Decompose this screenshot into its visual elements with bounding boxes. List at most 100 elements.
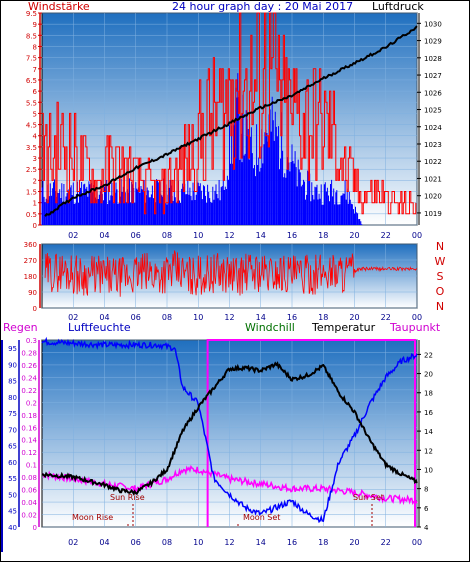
pressure-axis-title: Luftdruck: [372, 0, 424, 13]
humidity-tick-label: 65: [8, 443, 17, 451]
time-tick-label: 10: [193, 313, 203, 322]
temperature-legend: Temperatur: [311, 321, 376, 334]
time-tick-label: 10: [193, 231, 203, 240]
rain-tick-label: 0.26: [21, 362, 37, 370]
time-tick-label: 08: [162, 231, 172, 240]
pressure-tick-label: 1028: [424, 55, 442, 63]
temperature-humidity-grid: [42, 339, 418, 528]
humidity-tick-label: 70: [8, 426, 17, 434]
pressure-tick-label: 1020: [424, 193, 442, 201]
rain-tick-label: 0.1: [26, 462, 37, 470]
pressure-tick-label: 1023: [424, 141, 442, 149]
humidity-series: [41, 336, 418, 524]
humidity-axis: 40 45 50 55 60 65 70 75 80 85 90 95: [8, 340, 20, 532]
wind-tick-label: 7.5: [26, 55, 37, 63]
time-tick-label: 18: [318, 231, 328, 240]
time-tick-label: 14: [256, 313, 266, 322]
time-tick-label: 18: [318, 538, 328, 547]
wind-tick-label: 5.5: [26, 99, 37, 107]
humidity-axis-title: Luftfeuchte: [68, 321, 131, 334]
wind-tick-label: 5: [33, 110, 37, 118]
time-tick-label: 18: [318, 313, 328, 322]
temperature-series: [41, 361, 418, 496]
time-tick-label: 20: [349, 313, 359, 322]
pressure-tick-label: 1025: [424, 107, 442, 115]
humidity-tick-label: 40: [8, 524, 17, 532]
humidity-tick-label: 45: [8, 508, 17, 516]
temperature-tick-label: 4: [424, 524, 429, 532]
rain-tick-label: 0.22: [21, 387, 37, 395]
direction-tick-label: 180: [24, 273, 37, 281]
compass-label: S: [437, 270, 444, 283]
rain-tick-label: 0.18: [21, 412, 37, 420]
humidity-tick-label: 90: [8, 361, 17, 369]
time-tick-label: 20: [349, 538, 359, 547]
rain-series: [206, 339, 416, 527]
compass-label: W: [435, 255, 446, 268]
time-tick-label: 06: [131, 538, 141, 547]
temperature-tick-label: 12: [424, 447, 433, 455]
pressure-tick-label: 1030: [424, 20, 442, 28]
time-tick-label: 08: [162, 538, 172, 547]
panel1-time-axis: 02 04 06 08 10 12 14 16 18 20 22 00: [68, 231, 422, 240]
pressure-tick-label: 1024: [424, 124, 442, 132]
rain-tick-label: 0.02: [21, 512, 37, 520]
time-tick-label: 06: [131, 313, 141, 322]
pressure-series: [44, 25, 418, 217]
wind-direction-series: [44, 250, 417, 297]
time-tick-label: 20: [349, 231, 359, 240]
temperature-axis: 4 6 8 10 12 14 16 18 20 22: [417, 340, 433, 532]
time-tick-label: 14: [256, 231, 266, 240]
pressure-axis: 1019 1020 1021 1022 1023 1024 1025 1026 1027 1028…: [417, 13, 442, 225]
wind-pressure-series: [41, 12, 418, 225]
time-tick-label: 22: [381, 313, 391, 322]
sun-rise-label: Sun Rise: [110, 493, 145, 502]
rain-tick-label: 0.08: [21, 474, 37, 482]
humidity-tick-label: 50: [8, 491, 17, 499]
time-tick-label: 12: [224, 313, 234, 322]
wind-series: [42, 12, 417, 215]
wind-tick-label: 6: [33, 88, 38, 96]
time-tick-label: 00: [412, 231, 422, 240]
compass-label: O: [436, 285, 445, 298]
time-tick-label: 06: [131, 231, 141, 240]
compass-label: N: [436, 300, 444, 313]
moon-rise-label: Moon Rise: [72, 513, 113, 522]
dewpoint-series: [41, 464, 418, 506]
wind-axis-title: Windstärke: [28, 0, 90, 13]
wind-direction-degree-axis: 0 90 180 270 360: [24, 241, 41, 313]
panel2-time-axis: 02 04 06 08 10 12 14 16 18 20 22 00: [68, 313, 422, 322]
wind-tick-label: 0.5: [26, 211, 37, 219]
dewpoint-legend: Taupunkt: [389, 321, 441, 334]
humidity-tick-label: 55: [8, 475, 17, 483]
time-tick-label: 04: [99, 538, 109, 547]
panel3-time-axis: 02 04 06 08 10 12 14 16 18 20 22 00: [68, 538, 422, 547]
time-tick-label: 16: [287, 231, 297, 240]
wind-tick-label: 1: [33, 200, 37, 208]
compass-label: N: [436, 240, 444, 253]
time-tick-label: 12: [224, 538, 234, 547]
rain-tick-label: 0.06: [21, 487, 37, 495]
rain-tick-label: 0.04: [21, 499, 37, 507]
wind-tick-label: 9.5: [26, 10, 37, 18]
time-tick-label: 02: [68, 313, 78, 322]
rain-tick-label: 0.24: [21, 374, 37, 382]
rain-tick-label: 0.3: [26, 337, 37, 345]
temperature-tick-label: 18: [424, 390, 433, 398]
wind-speed-axis: 0 0.5 1 1.5 2 2.5 3 3.5 4 4.5 5 5.5 6 6.5 7 7.5 8 8.5 9 9.5: [26, 10, 42, 230]
wind-direction-series: [44, 250, 417, 297]
wind-tick-label: 3: [33, 155, 37, 163]
rain-axis-title: Regen: [3, 321, 38, 334]
humidity-tick-label: 75: [8, 410, 17, 418]
wind-tick-label: 9: [33, 21, 37, 29]
chart-title: 24 hour graph day : 20 Mai 2017: [172, 0, 353, 13]
sun-set-label: Sun Set: [353, 493, 384, 502]
humidity-tick-label: 85: [8, 378, 17, 386]
time-tick-label: 08: [162, 313, 172, 322]
temperature-tick-label: 14: [424, 428, 433, 436]
rain-tick-label: 0.16: [21, 424, 37, 432]
time-tick-label: 22: [381, 538, 391, 547]
temperature-humidity-series: [41, 336, 418, 527]
